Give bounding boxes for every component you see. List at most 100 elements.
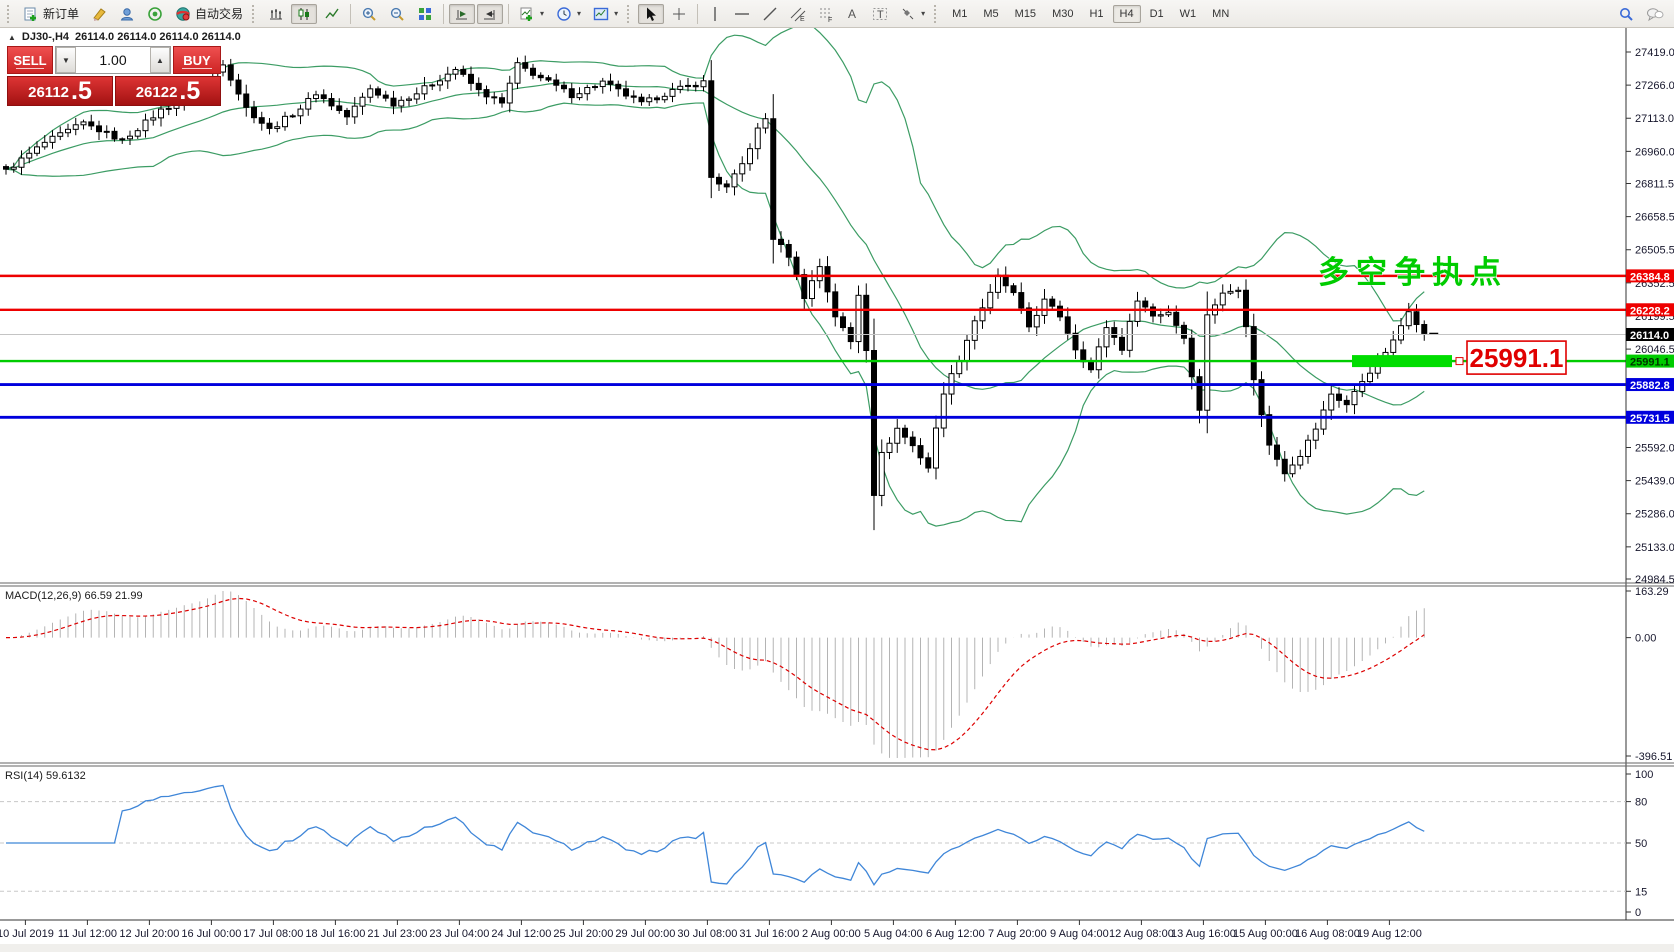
volume-value[interactable]: 1.00 — [99, 52, 127, 68]
timeframe-M30[interactable]: M30 — [1052, 7, 1074, 20]
timeframe-H1[interactable]: H1 — [1089, 7, 1104, 20]
horizontal-line-objects[interactable] — [0, 274, 1626, 419]
cursor-button[interactable] — [638, 3, 665, 24]
line-chart-icon — [324, 6, 340, 22]
arrows-tool[interactable]: ▾ — [895, 4, 930, 24]
price-label-callout[interactable]: 25991.1 — [1466, 340, 1567, 375]
chat-button[interactable] — [1641, 4, 1669, 24]
svg-text:25991.1: 25991.1 — [1470, 343, 1564, 373]
green-highlight-band[interactable] — [1352, 355, 1452, 368]
add-indicator-button[interactable]: ▾ — [514, 4, 549, 24]
line-anchor-handle[interactable] — [1455, 357, 1464, 366]
volume-decrease-button[interactable]: ▼ — [56, 47, 76, 73]
timeframe-W1[interactable]: W1 — [1179, 7, 1197, 20]
chart-canvas[interactable]: 25991.1 多空争执点 27419.0 27266.0 27113.0 26960.0… — [0, 28, 1674, 952]
buy-button[interactable]: BUY — [173, 46, 221, 74]
text-label-icon: T — [872, 6, 888, 22]
highlighter-button[interactable] — [86, 4, 112, 24]
signal-button[interactable] — [142, 4, 168, 24]
time-axis[interactable]: 10 Jul 2019 11 Jul 12:00 12 Jul 20:00 16 Ju… — [0, 920, 1422, 940]
bar-chart-button[interactable] — [263, 4, 289, 24]
line-chart-button[interactable] — [319, 4, 345, 24]
price-tag-26384.8 — [1626, 269, 1674, 283]
macd-label: MACD(12,26,9) 66.59 21.99 — [5, 590, 143, 602]
tile-windows-button[interactable] — [412, 4, 438, 24]
candlestick-chart-button[interactable] — [291, 3, 318, 24]
timeframe-M5[interactable]: M5 — [983, 7, 999, 20]
svg-text:12 Aug 08:00: 12 Aug 08:00 — [1109, 928, 1174, 940]
vertical-line-tool[interactable] — [703, 4, 727, 24]
svg-text:27266.0: 27266.0 — [1635, 80, 1674, 92]
autotrade-label: 自动交易 — [195, 7, 244, 21]
svg-text:25592.0: 25592.0 — [1635, 442, 1674, 454]
chart-title: ▲ DJ30-,H4 26114.0 26114.0 26114.0 26114… — [8, 31, 241, 43]
timeframe-H4[interactable]: H4 — [1112, 4, 1141, 23]
collapse-panel-icon[interactable]: ▲ — [8, 32, 16, 42]
chart-annotation-text[interactable]: 多空争执点 — [1318, 255, 1508, 291]
buy-price-display[interactable]: 26122 .5 — [115, 76, 221, 106]
symbol-period-label: DJ30-,H4 — [21, 31, 69, 43]
profile-button[interactable] — [114, 4, 140, 24]
rsi-axis: 100 80 50 15 0 — [1626, 769, 1653, 919]
channel-tool[interactable]: E — [785, 4, 811, 24]
svg-text:A: A — [848, 7, 856, 21]
autotrade-button[interactable]: 自动交易 — [170, 4, 248, 24]
profile-icon — [119, 6, 135, 22]
svg-text:16 Aug 08:00: 16 Aug 08:00 — [1295, 928, 1360, 940]
arrows-icon — [900, 6, 916, 22]
cursor-icon — [643, 6, 659, 22]
svg-text:25439.0: 25439.0 — [1635, 476, 1674, 488]
svg-text:9 Aug 04:00: 9 Aug 04:00 — [1050, 928, 1109, 940]
clock-icon — [556, 6, 572, 22]
bottom-strip — [0, 944, 1674, 952]
timeframe-M1[interactable]: M1 — [952, 7, 968, 20]
svg-text:15: 15 — [1635, 886, 1647, 898]
svg-text:17 Jul 08:00: 17 Jul 08:00 — [243, 928, 303, 940]
svg-text:26811.5: 26811.5 — [1635, 179, 1674, 191]
svg-text:11 Jul 12:00: 11 Jul 12:00 — [58, 928, 117, 940]
text-icon: A — [846, 6, 860, 22]
svg-text:31 Jul 16:00: 31 Jul 16:00 — [739, 928, 799, 940]
buy-price-main: 26122 — [135, 84, 178, 101]
trendline-tool[interactable] — [757, 4, 783, 24]
sell-price-display[interactable]: 26112 .5 — [7, 76, 113, 106]
volume-increase-button[interactable]: ▲ — [150, 47, 170, 73]
auto-scroll-button[interactable] — [449, 3, 476, 24]
svg-text:多空争执点: 多空争执点 — [1318, 255, 1508, 290]
macd-pane — [5, 591, 1425, 758]
signal-icon — [147, 6, 163, 22]
new-order-button[interactable]: 新订单 — [18, 4, 84, 24]
text-tool[interactable]: A — [841, 4, 865, 24]
sell-price-main: 26112 — [28, 84, 70, 101]
timeframe-M15[interactable]: M15 — [1014, 7, 1037, 20]
svg-text:26046.5: 26046.5 — [1635, 344, 1674, 356]
toolbar-grip[interactable] — [627, 4, 634, 23]
svg-text:50: 50 — [1635, 838, 1647, 850]
timeframe-MN[interactable]: MN — [1212, 7, 1230, 20]
timeframe-D1[interactable]: D1 — [1149, 7, 1164, 20]
crosshair-button[interactable] — [666, 4, 692, 24]
svg-text:27113.0: 27113.0 — [1635, 113, 1674, 125]
chart-shift-button[interactable] — [477, 3, 504, 24]
svg-text:-396.51: -396.51 — [1635, 751, 1672, 763]
zoom-out-button[interactable] — [384, 4, 410, 24]
chart-shift-icon — [482, 6, 498, 22]
template-dropdown-button[interactable]: ▾ — [588, 4, 623, 24]
price-axis[interactable]: 27419.0 27266.0 27113.0 26960.0 26811.5 26658… — [1626, 47, 1674, 586]
svg-text:25731.5: 25731.5 — [1630, 413, 1670, 425]
timeframe-switcher: M1 M5 M15 M30 H1 H4 D1 W1 MN — [944, 0, 1237, 28]
channel-icon: E — [790, 6, 806, 22]
text-label-tool[interactable]: T — [867, 4, 893, 24]
fibonacci-tool[interactable]: F — [813, 4, 839, 24]
search-button[interactable] — [1613, 4, 1639, 24]
zoom-in-button[interactable] — [356, 4, 382, 24]
toolbar-grip[interactable] — [7, 4, 14, 23]
toolbar-grip[interactable] — [934, 4, 941, 23]
period-dropdown-button[interactable]: ▾ — [551, 4, 586, 24]
vertical-line-icon — [708, 6, 722, 22]
svg-text:T: T — [877, 9, 884, 21]
toolbar-grip[interactable] — [252, 4, 259, 23]
sell-button[interactable]: SELL — [7, 46, 53, 74]
svg-text:0.00: 0.00 — [1635, 633, 1656, 645]
horizontal-line-tool[interactable] — [729, 4, 755, 24]
